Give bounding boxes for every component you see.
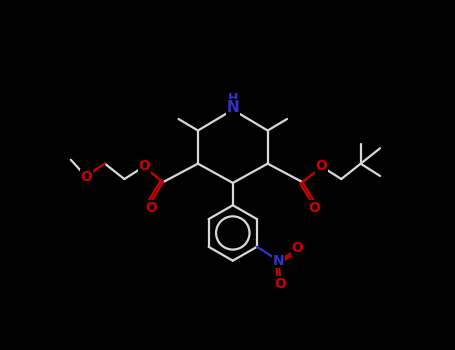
- Text: O: O: [308, 201, 320, 215]
- Text: H: H: [228, 92, 238, 105]
- Text: O: O: [146, 201, 157, 215]
- Text: O: O: [274, 277, 286, 291]
- Text: O: O: [291, 241, 303, 255]
- Text: O: O: [138, 159, 151, 173]
- Text: O: O: [81, 170, 92, 184]
- Text: N: N: [273, 254, 284, 268]
- Text: O: O: [315, 159, 327, 173]
- Text: N: N: [227, 100, 239, 115]
